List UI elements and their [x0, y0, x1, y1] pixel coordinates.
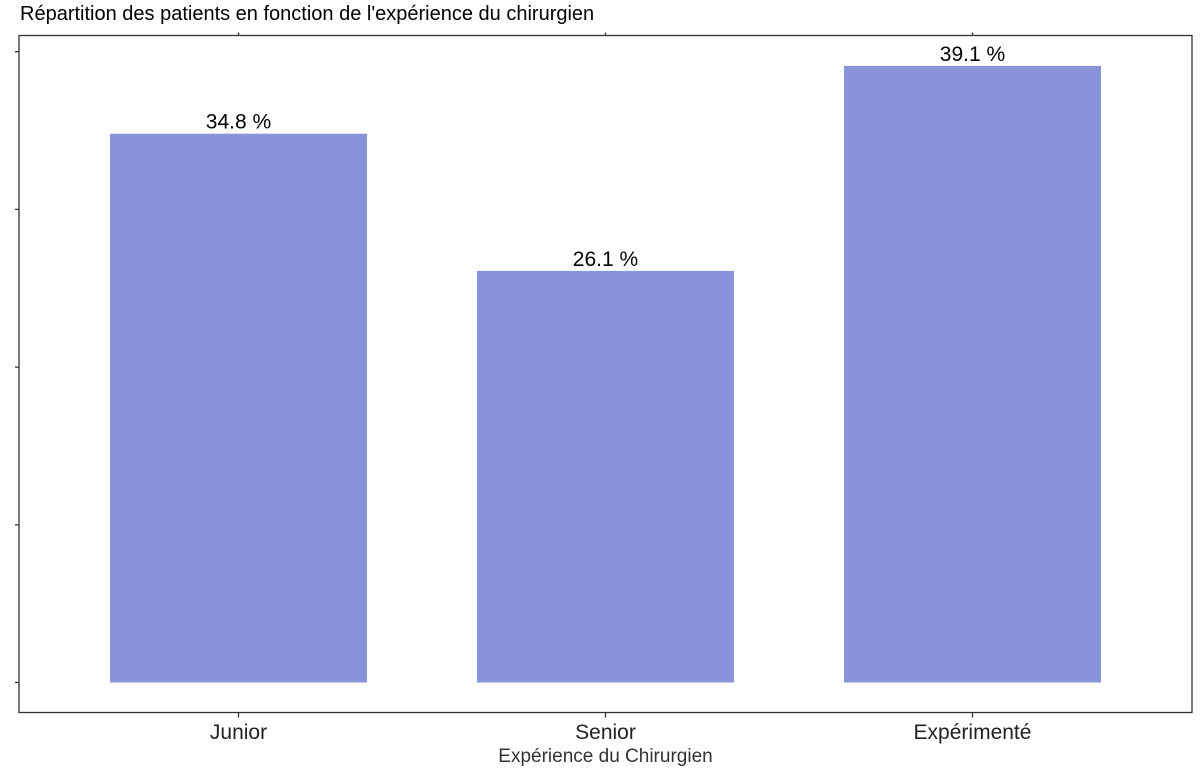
- data-label: 26.1 %: [573, 248, 638, 271]
- data-label: 39.1 %: [940, 43, 1005, 66]
- x-tick-label: Junior: [210, 721, 267, 744]
- chart-title: Répartition des patients en fonction de …: [20, 3, 595, 25]
- bar-experimente: [844, 65, 1101, 683]
- bar-senior: [477, 270, 734, 683]
- x-axis-title: Expérience du Chirurgien: [498, 746, 712, 767]
- x-axis-ticks: [237, 32, 974, 718]
- bars-group: [110, 65, 1101, 683]
- x-tick-label: Expérimenté: [914, 721, 1032, 744]
- x-tick-label: Senior: [575, 721, 636, 744]
- data-labels-group: 34.8 % 26.1 % 39.1 %: [206, 43, 1005, 271]
- data-label: 34.8 %: [206, 111, 271, 134]
- x-tick-labels-group: Junior Senior Expérimenté: [210, 721, 1032, 744]
- bar-junior: [110, 133, 367, 683]
- y-axis-ticks: [15, 51, 19, 684]
